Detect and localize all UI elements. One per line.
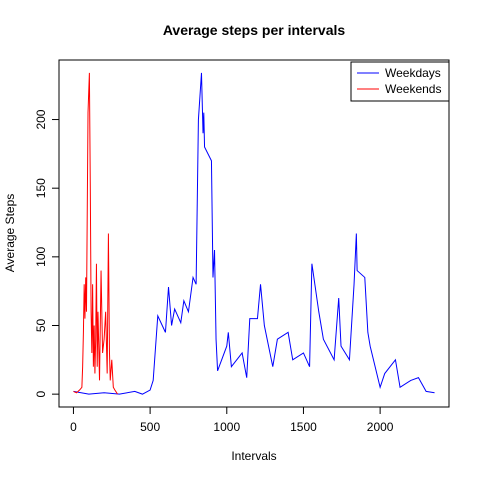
x-tick-label: 2000	[367, 420, 394, 434]
x-tick-label: 500	[140, 420, 160, 434]
series-line	[73, 72, 119, 395]
x-axis-label: Intervals	[231, 449, 276, 463]
y-tick-label: 100	[34, 247, 48, 267]
y-tick-label: 0	[34, 390, 48, 397]
legend-box	[350, 61, 450, 102]
x-tick-label: 1000	[213, 420, 240, 434]
x-tick-label: 1500	[290, 420, 317, 434]
chart-title: Average steps per intervals	[163, 22, 346, 38]
series-line	[73, 72, 435, 395]
y-tick-label: 50	[34, 319, 48, 333]
legend-label: Weekdays	[385, 66, 441, 80]
x-tick-label: 0	[70, 420, 77, 434]
legend-label: Weekends	[385, 82, 441, 96]
plot-frame	[58, 59, 450, 408]
y-tick-label: 200	[34, 109, 48, 129]
y-axis-label: Average Steps	[3, 194, 17, 273]
y-tick-label: 150	[34, 178, 48, 198]
